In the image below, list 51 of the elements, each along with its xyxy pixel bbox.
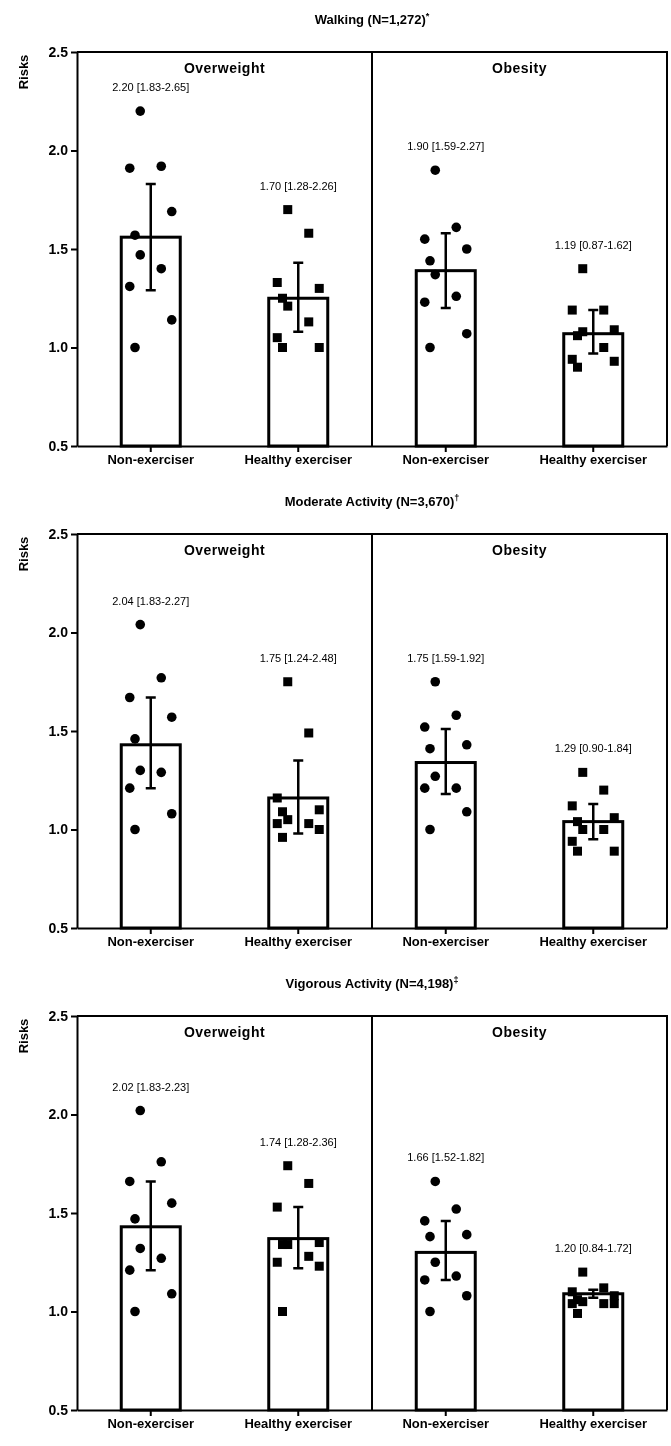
chart-title: Moderate Activity (N=3,670)$^{†}$ <box>284 493 460 509</box>
annotation: 2.02 [1.83-2.23] <box>112 1080 190 1093</box>
y-tick-label: 0.5 <box>48 1401 69 1418</box>
x-tick-label: Non-exerciser <box>402 452 490 468</box>
y-tick-label: 1.5 <box>48 240 69 257</box>
annotation: 2.20 [1.83-2.65] <box>112 81 190 94</box>
annotation: 2.04 [1.83-2.27] <box>112 594 190 607</box>
annotation: 1.66 [1.52-1.82] <box>407 1151 485 1164</box>
y-axis-title: Risks <box>16 536 31 572</box>
annotation: 1.20 [0.84-1.72] <box>554 1242 632 1255</box>
x-tick-label: Healthy exerciser <box>244 452 353 468</box>
y-axis-title: Risks <box>16 1018 31 1054</box>
x-tick-label: Non-exerciser <box>402 1416 490 1432</box>
annotation: 1.70 [1.28-2.26] <box>259 179 337 192</box>
y-tick-label: 2.5 <box>48 43 69 60</box>
y-axis-title: Risks <box>16 54 31 90</box>
x-tick-label: Healthy exerciser <box>244 934 353 950</box>
annotation: 1.75 [1.24-2.48] <box>259 651 337 664</box>
y-tick-label: 2.5 <box>48 525 69 542</box>
annotation: 1.29 [0.90-1.84] <box>554 742 632 755</box>
y-tick-label: 2.0 <box>48 142 69 159</box>
annotation: 1.19 [0.87-1.62] <box>554 238 632 251</box>
annotation: Obesity <box>492 542 547 558</box>
chart-title: Walking (N=1,272)$^{*}$ <box>314 11 430 27</box>
y-tick-label: 0.5 <box>48 919 69 936</box>
chart-title: Vigorous Activity (N=4,198)$^{‡}$ <box>285 975 459 991</box>
x-tick-label: Non-exerciser <box>402 934 490 950</box>
x-tick-label: Healthy exerciser <box>539 934 648 950</box>
x-tick-label: Non-exerciser <box>107 1416 195 1432</box>
y-tick-label: 1.0 <box>48 1303 69 1320</box>
annotation: 1.75 [1.59-1.92] <box>407 651 485 664</box>
y-tick-label: 2.0 <box>48 624 69 641</box>
x-tick-label: Non-exerciser <box>107 452 195 468</box>
annotation: Obesity <box>492 60 547 76</box>
y-tick-label: 1.5 <box>48 722 69 739</box>
y-tick-label: 0.5 <box>48 437 69 454</box>
y-tick-label: 1.5 <box>48 1204 69 1221</box>
annotation: Overweight <box>183 542 266 558</box>
annotation: Overweight <box>183 1024 266 1040</box>
x-tick-label: Healthy exerciser <box>539 1416 648 1432</box>
annotation: Overweight <box>183 60 266 76</box>
x-tick-label: Healthy exerciser <box>244 1416 353 1432</box>
annotation: 1.74 [1.28-2.36] <box>259 1135 337 1148</box>
annotation: Obesity <box>492 1024 547 1040</box>
y-tick-label: 2.0 <box>48 1106 69 1123</box>
x-tick-label: Non-exerciser <box>107 934 195 950</box>
y-tick-label: 2.5 <box>48 1007 69 1024</box>
y-tick-label: 1.0 <box>48 339 69 356</box>
x-tick-label: Healthy exerciser <box>539 452 648 468</box>
y-tick-label: 1.0 <box>48 821 69 838</box>
annotation: 1.90 [1.59-2.27] <box>407 140 485 153</box>
